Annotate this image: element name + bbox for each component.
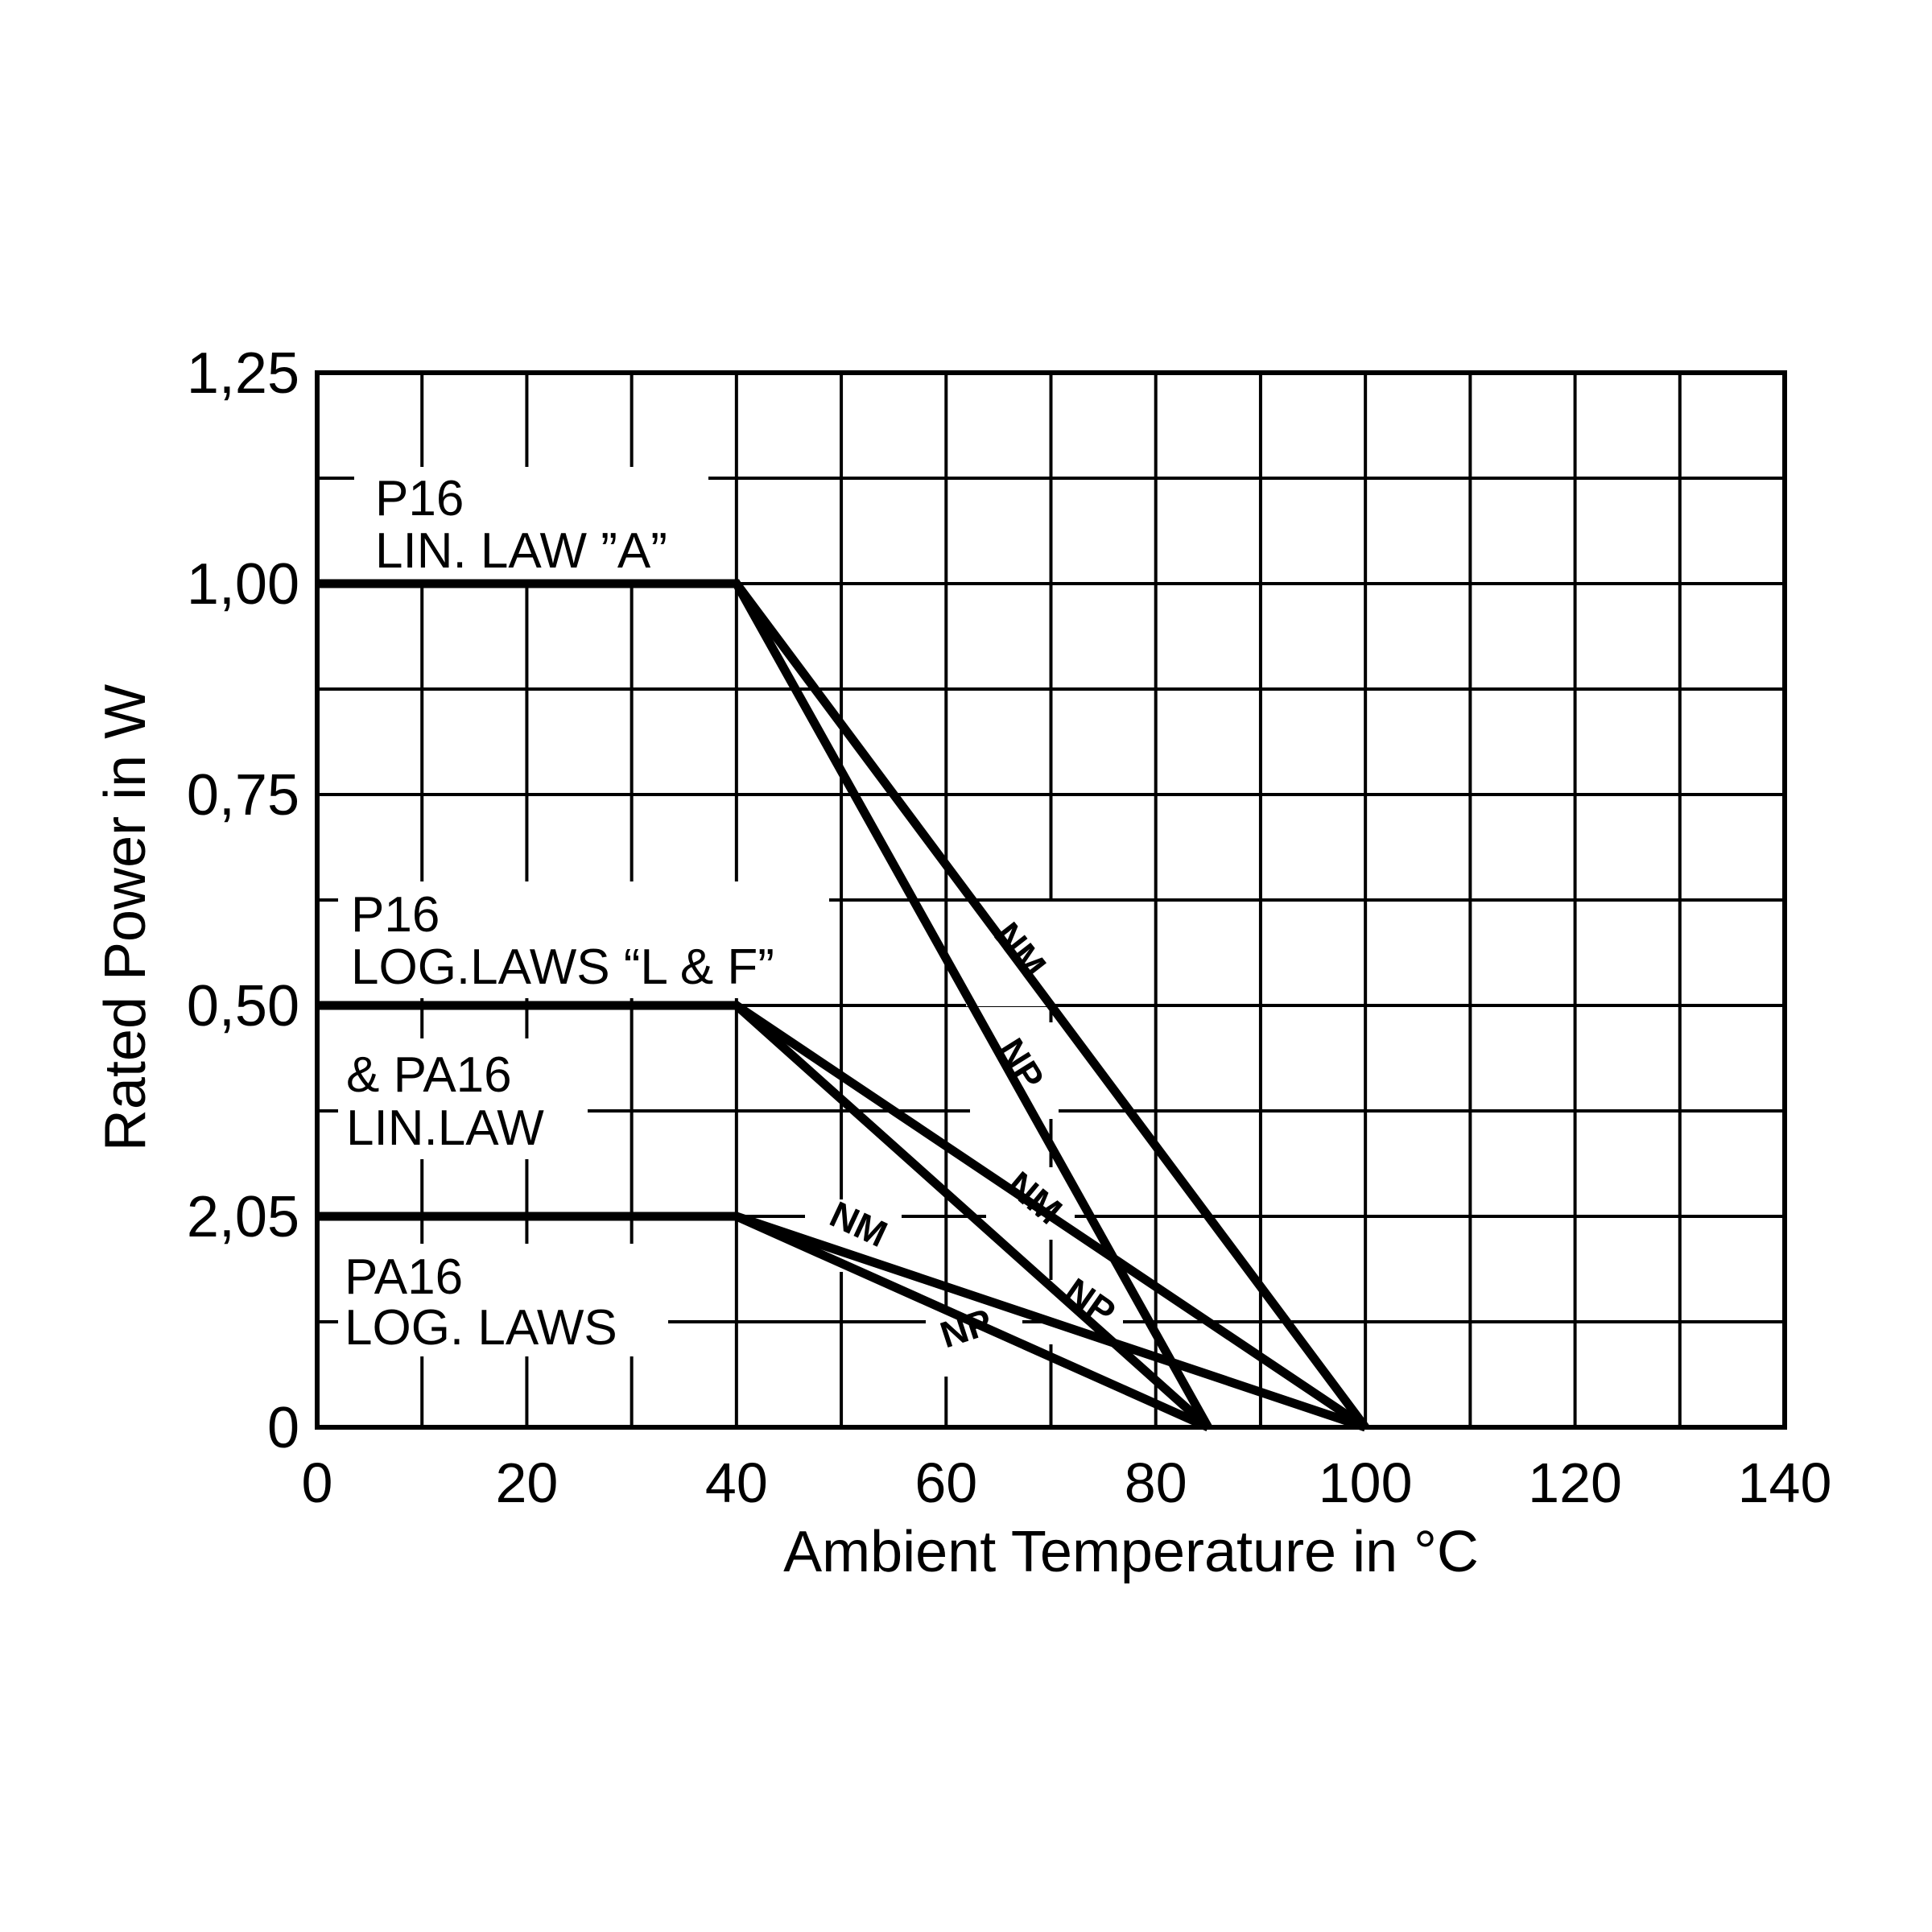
plot-frame [315, 370, 1787, 1430]
annotation-text: & PA16 [346, 1047, 512, 1103]
y-tick-label: 1,25 [187, 341, 299, 406]
annotation-text: LOG. LAWS [345, 1300, 617, 1356]
series-line-np [317, 1001, 1212, 1431]
series-line-np [317, 1212, 1211, 1432]
x-tick-label: 40 [705, 1451, 768, 1514]
x-tick-label: 120 [1528, 1451, 1622, 1514]
x-tick-label: 140 [1738, 1451, 1832, 1514]
y-axis-title: Rated Power in W [93, 684, 158, 1151]
annotation-text: LIN.LAW [346, 1100, 544, 1156]
y-axis-tick-labels: 0 2,05 0,50 0,75 1,00 1,25 [187, 341, 299, 1460]
annotation-text: PA16 [345, 1249, 463, 1305]
data-series [317, 579, 1369, 1432]
label-background [354, 467, 708, 588]
series-line-np [317, 579, 1212, 1430]
y-tick-label: 2,05 [187, 1185, 299, 1249]
y-tick-label: 1,00 [187, 552, 299, 617]
x-axis-title: Ambient Temperature in °C [783, 1520, 1479, 1584]
label-masks [338, 467, 1123, 1377]
x-tick-label: 0 [302, 1451, 333, 1514]
x-tick-label: 60 [914, 1451, 977, 1514]
annotation-text: P16 [375, 471, 464, 526]
annotation-text: LOG.LAWS “L & F” [351, 939, 774, 995]
label-background [970, 1022, 1059, 1119]
y-tick-label: 0,50 [187, 974, 299, 1038]
x-tick-label: 20 [495, 1451, 558, 1514]
x-axis-tick-labels: 0 20 40 60 80 100 120 140 [302, 1451, 1832, 1514]
label-background [338, 1038, 588, 1159]
x-tick-label: 100 [1319, 1451, 1413, 1514]
y-tick-label: 0,75 [187, 763, 299, 828]
annotation-text: P16 [351, 887, 440, 943]
label-background [338, 881, 829, 998]
label-background [338, 1244, 668, 1356]
y-tick-label: 0 [267, 1396, 299, 1460]
x-tick-label: 80 [1125, 1451, 1187, 1514]
annotation-text: LIN. LAW ”A” [375, 523, 667, 579]
